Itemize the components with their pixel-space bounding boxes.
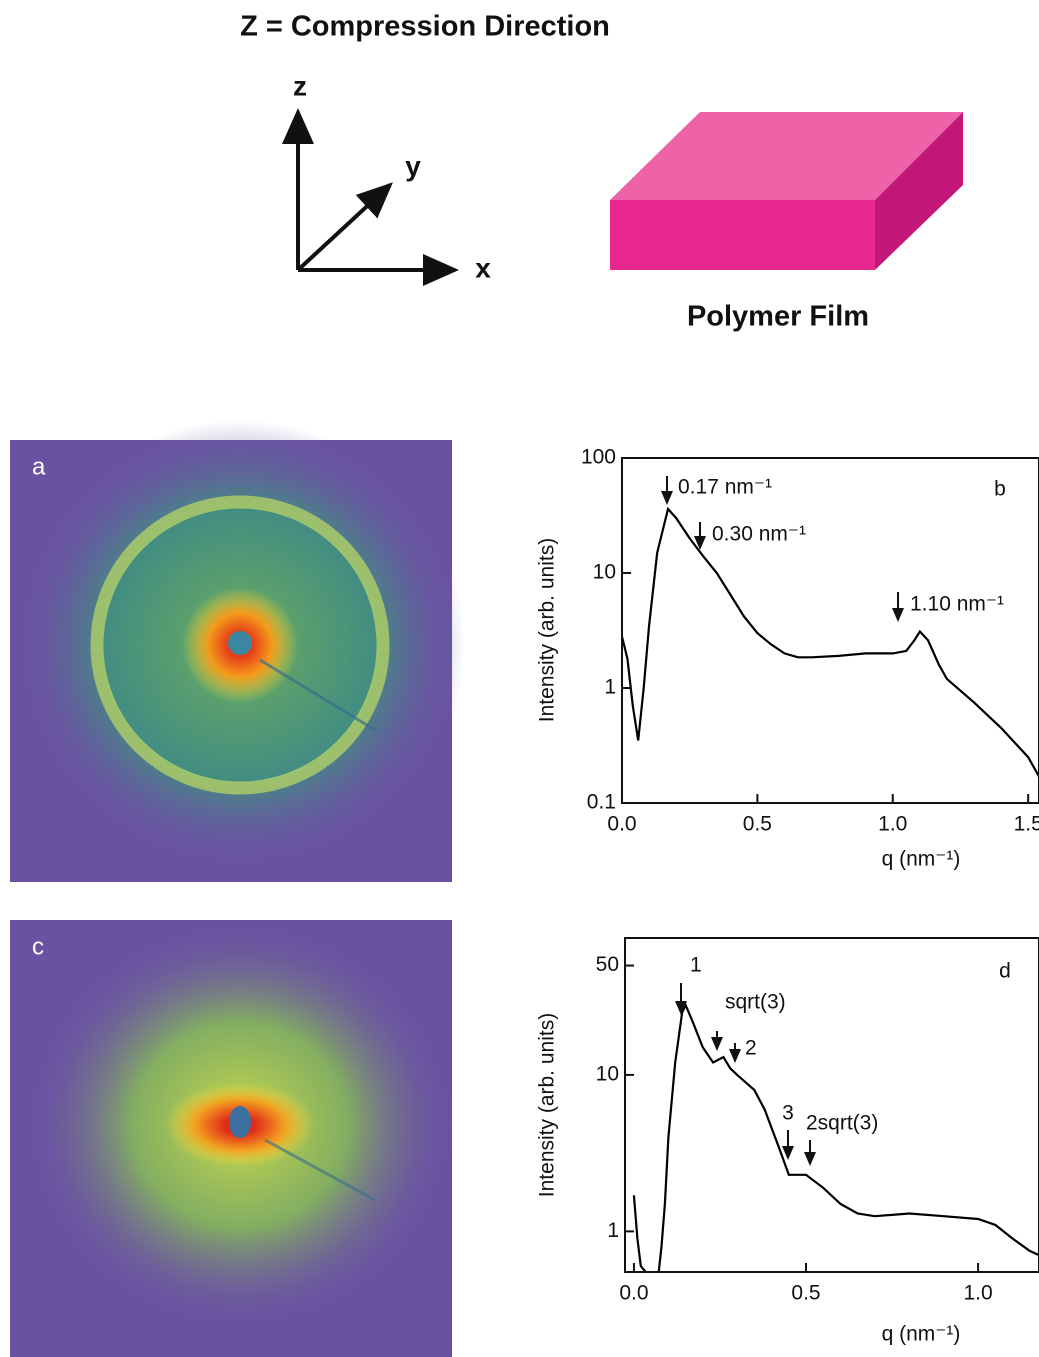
panel-label: c bbox=[32, 933, 44, 960]
chart: 0.0 0.5 1.0 1 10 50 q (nm⁻¹) Intensity (arb. un… bbox=[536, 938, 1039, 1346]
annotation: 3 bbox=[782, 1102, 794, 1125]
annotation: 0.17 nm⁻¹ bbox=[678, 476, 772, 499]
panel-label: d bbox=[999, 960, 1011, 983]
axis-label: y bbox=[405, 150, 421, 181]
x-tick-label: 0.0 bbox=[619, 1282, 648, 1305]
y-axis-label: Intensity (arb. units) bbox=[536, 538, 559, 722]
annotation: sqrt(3) bbox=[725, 991, 786, 1014]
panel-label: b bbox=[994, 478, 1006, 501]
annotation: 2sqrt(3) bbox=[806, 1112, 878, 1135]
x-axis-label: q (nm⁻¹) bbox=[882, 1323, 961, 1346]
axis-label: x bbox=[475, 252, 491, 283]
hole bbox=[229, 1106, 251, 1138]
image-c: c bbox=[10, 920, 455, 1357]
figure: Z = Compression Direction z y x Polymer … bbox=[0, 0, 1039, 1357]
film-label: Polymer Film bbox=[687, 301, 869, 333]
annotation: 2 bbox=[745, 1037, 757, 1060]
plot-frame bbox=[622, 458, 1039, 803]
title: Z = Compression Direction bbox=[240, 11, 610, 43]
y-tick-label: 10 bbox=[596, 1062, 619, 1085]
hole bbox=[228, 631, 252, 655]
chart: 0.0 0.5 1.0 1.5 0.1 1 10 100 q (nm⁻¹) Intensity (… bbox=[536, 446, 1039, 871]
y-axis-label: Intensity (arb. units) bbox=[536, 1013, 559, 1197]
data-line bbox=[622, 509, 1039, 777]
x-tick-label: 1.0 bbox=[878, 813, 907, 836]
annotation: 1.10 nm⁻¹ bbox=[910, 593, 1004, 616]
x-tick-label: 1.5 bbox=[1014, 813, 1039, 836]
image-a: a bbox=[10, 420, 465, 882]
panel-label: a bbox=[32, 453, 46, 480]
y-arrow bbox=[298, 185, 390, 270]
plot-frame bbox=[625, 938, 1039, 1272]
axes-diagram: z y x bbox=[293, 70, 491, 283]
x-tick-label: 0.5 bbox=[791, 1282, 820, 1305]
film-front bbox=[610, 200, 875, 270]
polymer-film bbox=[610, 112, 963, 270]
annotation: 0.30 nm⁻¹ bbox=[712, 523, 806, 546]
y-tick-label: 100 bbox=[581, 446, 616, 469]
annotation: 1 bbox=[690, 954, 702, 977]
axis-label: z bbox=[293, 70, 307, 101]
y-tick-label: 1 bbox=[604, 676, 616, 699]
charts: 0.0 0.5 1.0 1.5 0.1 1 10 100 q (nm⁻¹) Intensity (… bbox=[536, 446, 1039, 1346]
x-axis-label: q (nm⁻¹) bbox=[882, 848, 961, 871]
y-tick-label: 0.1 bbox=[587, 791, 616, 814]
y-tick-label: 50 bbox=[596, 953, 619, 976]
data-line bbox=[634, 1005, 1039, 1279]
y-tick-label: 1 bbox=[607, 1219, 619, 1242]
x-tick-label: 0.5 bbox=[743, 813, 772, 836]
x-tick-label: 1.0 bbox=[963, 1282, 992, 1305]
x-tick-label: 0.0 bbox=[607, 813, 636, 836]
y-tick-label: 10 bbox=[593, 561, 616, 584]
